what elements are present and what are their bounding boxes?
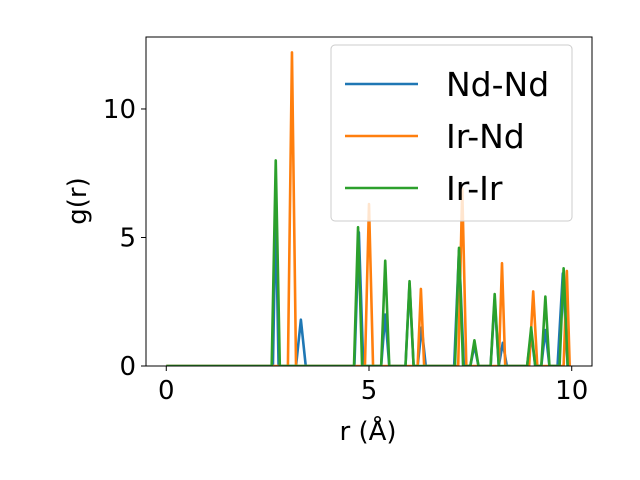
x-tick-label: 5 [361,376,378,406]
legend-label-nd-nd: Nd-Nd [446,65,549,104]
legend-label-ir-nd: Ir-Nd [446,117,525,156]
y-tick-label: 0 [119,352,136,382]
x-tick-label: 0 [158,376,175,406]
y-tick-label: 10 [103,95,136,125]
y-axis-label: g(r) [63,177,93,224]
y-tick-label: 5 [119,223,136,253]
series-line-ir-ir [166,159,569,366]
legend [330,44,573,222]
legend-label-ir-ir: Ir-Ir [446,169,503,208]
x-axis-label: r (Å) [339,415,396,447]
x-tick-label: 10 [555,376,588,406]
